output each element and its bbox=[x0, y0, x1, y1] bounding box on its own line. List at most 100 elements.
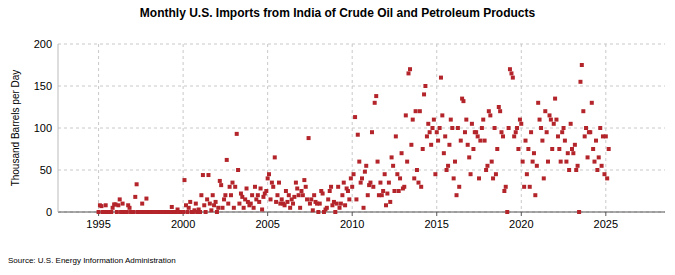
point bbox=[562, 126, 566, 130]
point bbox=[264, 189, 268, 193]
point bbox=[518, 118, 522, 122]
point bbox=[480, 126, 484, 130]
point bbox=[215, 210, 219, 214]
point bbox=[595, 168, 599, 172]
x-tick bbox=[521, 212, 522, 216]
point bbox=[267, 172, 271, 176]
grid-line bbox=[267, 44, 268, 212]
point bbox=[408, 67, 412, 71]
grid-line bbox=[605, 44, 606, 212]
point bbox=[559, 160, 563, 164]
point bbox=[584, 126, 588, 130]
point bbox=[380, 193, 384, 197]
point bbox=[548, 113, 552, 117]
x-tick-label: 1995 bbox=[86, 218, 110, 230]
point bbox=[291, 202, 295, 206]
point bbox=[297, 193, 301, 197]
point bbox=[477, 176, 481, 180]
point bbox=[529, 130, 533, 134]
point bbox=[223, 193, 227, 197]
point bbox=[493, 126, 497, 130]
point bbox=[570, 147, 574, 151]
point bbox=[115, 210, 119, 214]
point bbox=[395, 172, 399, 176]
point bbox=[204, 210, 208, 214]
grid-line bbox=[58, 170, 665, 171]
point bbox=[497, 105, 501, 109]
point bbox=[387, 181, 391, 185]
point bbox=[133, 195, 137, 199]
point bbox=[228, 185, 232, 189]
x-tick bbox=[352, 212, 353, 216]
point bbox=[459, 139, 463, 143]
point bbox=[447, 143, 451, 147]
point bbox=[339, 202, 343, 206]
point bbox=[538, 118, 542, 122]
x-tick bbox=[605, 212, 606, 216]
point bbox=[374, 94, 378, 98]
point bbox=[132, 210, 136, 214]
point bbox=[349, 176, 353, 180]
point bbox=[170, 205, 174, 209]
point bbox=[233, 185, 237, 189]
point bbox=[340, 193, 344, 197]
point bbox=[446, 164, 450, 168]
point bbox=[343, 203, 347, 207]
point bbox=[381, 189, 385, 193]
point bbox=[592, 160, 596, 164]
x-tick-label: 2020 bbox=[509, 218, 533, 230]
point bbox=[245, 186, 249, 190]
x-tick-label: 2015 bbox=[424, 218, 448, 230]
point bbox=[576, 164, 580, 168]
point bbox=[583, 134, 587, 138]
point bbox=[491, 176, 495, 180]
point bbox=[194, 202, 198, 206]
point bbox=[415, 168, 419, 172]
point bbox=[604, 134, 608, 138]
point bbox=[199, 193, 203, 197]
point bbox=[116, 203, 120, 207]
point bbox=[275, 193, 279, 197]
point bbox=[260, 207, 264, 211]
y-axis-label: Thousand Barrels per Day bbox=[10, 70, 21, 187]
point bbox=[533, 193, 537, 197]
point bbox=[502, 189, 506, 193]
point bbox=[187, 206, 191, 210]
point bbox=[305, 197, 309, 201]
y-tick-label: 100 bbox=[34, 122, 52, 134]
point bbox=[328, 189, 332, 193]
point bbox=[405, 160, 409, 164]
point bbox=[99, 204, 103, 208]
point bbox=[140, 202, 144, 206]
point bbox=[469, 172, 473, 176]
point bbox=[219, 183, 223, 187]
point bbox=[528, 185, 532, 189]
point bbox=[440, 113, 444, 117]
point bbox=[398, 176, 402, 180]
point bbox=[298, 206, 302, 210]
point bbox=[563, 139, 567, 143]
point bbox=[312, 193, 316, 197]
point bbox=[425, 134, 429, 138]
point bbox=[274, 200, 278, 204]
point bbox=[560, 130, 564, 134]
point bbox=[552, 122, 556, 126]
point bbox=[423, 84, 427, 88]
point bbox=[573, 143, 577, 147]
point bbox=[499, 130, 503, 134]
point bbox=[598, 126, 602, 130]
point bbox=[487, 109, 491, 113]
point bbox=[249, 202, 253, 206]
point bbox=[338, 206, 342, 210]
point bbox=[535, 164, 539, 168]
point bbox=[471, 147, 475, 151]
point bbox=[484, 168, 488, 172]
point bbox=[574, 168, 578, 172]
point bbox=[302, 178, 306, 182]
point bbox=[414, 109, 418, 113]
point bbox=[256, 193, 260, 197]
point bbox=[368, 181, 372, 185]
grid-line bbox=[183, 44, 184, 212]
point bbox=[566, 151, 570, 155]
grid-line bbox=[58, 44, 665, 45]
